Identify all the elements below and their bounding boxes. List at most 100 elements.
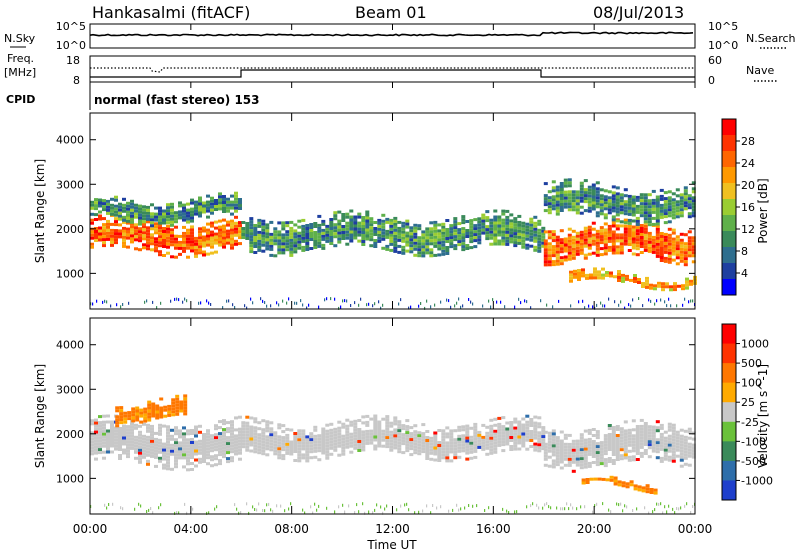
velocity-cell — [126, 425, 130, 429]
velocity-cell — [485, 446, 490, 450]
power-cell — [202, 207, 206, 211]
velocity-cell — [226, 427, 230, 431]
velocity-cell — [437, 450, 442, 453]
velocity-cell — [257, 445, 262, 449]
power-cell — [635, 198, 640, 202]
power-cell — [659, 203, 664, 207]
power-cell — [667, 202, 672, 206]
velocity-cell — [397, 441, 402, 445]
velocity-cell — [321, 442, 326, 446]
velocity-cell — [445, 426, 450, 430]
velocity-cell — [679, 452, 684, 456]
velocity-cell — [365, 438, 370, 442]
velocity-cell — [593, 477, 598, 481]
velocity-cell — [417, 449, 422, 453]
velocity-cell — [627, 458, 632, 462]
power-cell — [249, 226, 254, 230]
power-cell — [114, 198, 118, 202]
power-cell — [683, 260, 688, 264]
velocity-cell — [585, 478, 590, 481]
power-cell — [409, 229, 414, 233]
power-speckle — [496, 300, 498, 304]
velocity-cell — [441, 435, 446, 439]
power-cell — [647, 246, 652, 250]
velocity-cell — [691, 452, 696, 456]
velocity-cell — [333, 439, 338, 443]
power-cell — [186, 237, 190, 241]
velocity-cell — [135, 415, 140, 419]
velocity-cell — [513, 432, 518, 436]
velocity-cell — [98, 430, 102, 434]
power-cell — [90, 233, 94, 237]
power-cell — [583, 235, 588, 239]
velocity-speckle — [382, 511, 384, 515]
velocity-cell — [659, 447, 664, 451]
power-cell — [603, 249, 608, 253]
power-cell — [687, 200, 692, 204]
power-cell — [619, 233, 624, 237]
power-cell — [377, 224, 382, 228]
power-cell — [461, 242, 466, 246]
power-cell — [218, 225, 222, 229]
velocity-cell — [186, 468, 190, 472]
velocity-cell — [341, 422, 346, 426]
velocity-speckle — [408, 508, 410, 512]
power-cell — [593, 270, 597, 274]
power-cell — [170, 217, 174, 221]
velocity-speckle — [594, 504, 596, 508]
velocity-cell — [691, 437, 696, 441]
velocity-cell — [253, 444, 258, 448]
power-cell — [253, 239, 258, 242]
velocity-speckle — [406, 502, 408, 506]
power-cell — [253, 236, 258, 239]
power-speckle — [198, 301, 200, 305]
power-cell — [587, 240, 592, 244]
power-cell — [615, 195, 620, 199]
velocity-cell — [289, 440, 294, 444]
power-speckle — [408, 306, 410, 310]
power-speckle — [520, 301, 522, 305]
power-cell — [341, 231, 346, 234]
power-cell — [631, 231, 636, 235]
velocity-cell — [505, 427, 510, 431]
velocity-cell — [245, 439, 250, 443]
power-cell — [685, 283, 689, 287]
velocity-cell — [579, 436, 584, 440]
power-cell — [505, 230, 510, 234]
power-cell — [623, 188, 628, 192]
power-cell — [567, 184, 572, 188]
power-cell — [627, 206, 632, 210]
power-cell — [130, 222, 134, 226]
velocity-cell — [513, 417, 518, 421]
power-cell — [425, 242, 430, 246]
power-cell — [683, 254, 688, 258]
power-cell — [465, 235, 470, 238]
velocity-cell — [301, 432, 306, 436]
power-cell — [337, 222, 342, 226]
velocity-cell — [249, 416, 254, 420]
power-cell — [178, 243, 182, 247]
power-cell — [190, 231, 194, 235]
power-cell — [555, 262, 560, 266]
power-cell — [373, 239, 378, 242]
power-cell — [683, 207, 688, 211]
velocity-cell — [583, 453, 588, 457]
velocity-cell — [413, 433, 418, 437]
power-cell — [691, 187, 696, 191]
power-cell — [559, 262, 564, 266]
velocity-cell — [265, 453, 270, 457]
power-speckle — [660, 298, 662, 302]
power-cell — [563, 243, 568, 247]
velocity-cell — [631, 419, 636, 423]
power-cell — [633, 277, 637, 280]
velocity-cell — [473, 431, 478, 435]
power-cell — [679, 256, 684, 260]
power-cell — [98, 204, 102, 208]
power-cell — [481, 219, 486, 223]
power-cell — [509, 228, 514, 232]
power-cell — [485, 228, 490, 232]
power-cell — [341, 213, 346, 216]
power-cell — [226, 229, 230, 233]
velocity-cell — [551, 462, 556, 466]
power-cell — [98, 238, 102, 242]
